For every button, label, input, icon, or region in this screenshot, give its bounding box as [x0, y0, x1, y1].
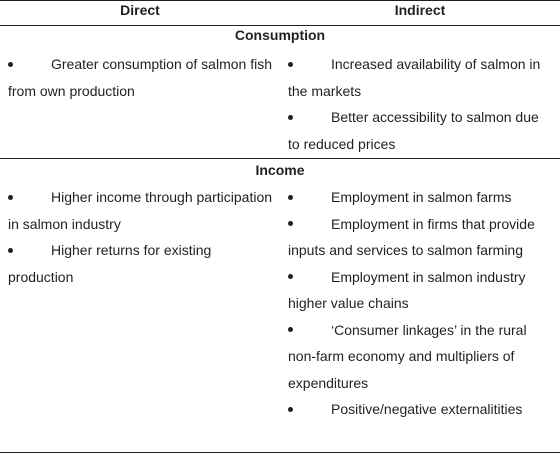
bottom-rule	[0, 452, 560, 453]
list-item: Employment in salmon industry higher val…	[288, 264, 553, 317]
top-rule	[0, 0, 560, 1]
bullet-icon	[288, 317, 331, 344]
list-item: ‘Consumer linkages’ in the rural non-far…	[288, 317, 553, 397]
header-rule	[0, 25, 560, 26]
income-indirect-column: Employment in salmon farms Employment in…	[288, 184, 553, 423]
consumption-indirect-column: Increased availability of salmon in the …	[288, 51, 553, 157]
list-item: Employment in salmon farms	[288, 184, 553, 211]
list-item: Better accessibility to salmon due to re…	[288, 104, 553, 157]
list-item: Increased availability of salmon in the …	[288, 51, 553, 104]
section-title-income: Income	[255, 162, 305, 178]
bullet-icon	[288, 396, 331, 423]
list-item: Positive/negative externalitities	[288, 396, 553, 423]
bullet-icon	[288, 104, 331, 131]
income-direct-column: Higher income through participation in s…	[8, 184, 273, 290]
bullet-icon	[8, 184, 51, 211]
header-indirect: Indirect	[394, 2, 446, 18]
list-item: Higher returns for existing production	[8, 237, 273, 290]
list-item: Employment in firms that provide inputs …	[288, 211, 553, 264]
bullet-icon	[288, 51, 331, 78]
header-direct: Direct	[120, 2, 160, 18]
bullet-icon	[288, 264, 331, 291]
bullet-icon	[288, 211, 331, 238]
bullet-icon	[8, 51, 51, 78]
bullet-icon	[8, 237, 51, 264]
section-divider	[0, 158, 560, 159]
table-header: Direct Indirect	[0, 0, 560, 25]
consumption-direct-column: Greater consumption of salmon fish from …	[8, 51, 273, 104]
bullet-icon	[288, 184, 331, 211]
list-item: Higher income through participation in s…	[8, 184, 273, 237]
list-item: Greater consumption of salmon fish from …	[8, 51, 273, 104]
section-title-consumption: Consumption	[234, 27, 326, 43]
